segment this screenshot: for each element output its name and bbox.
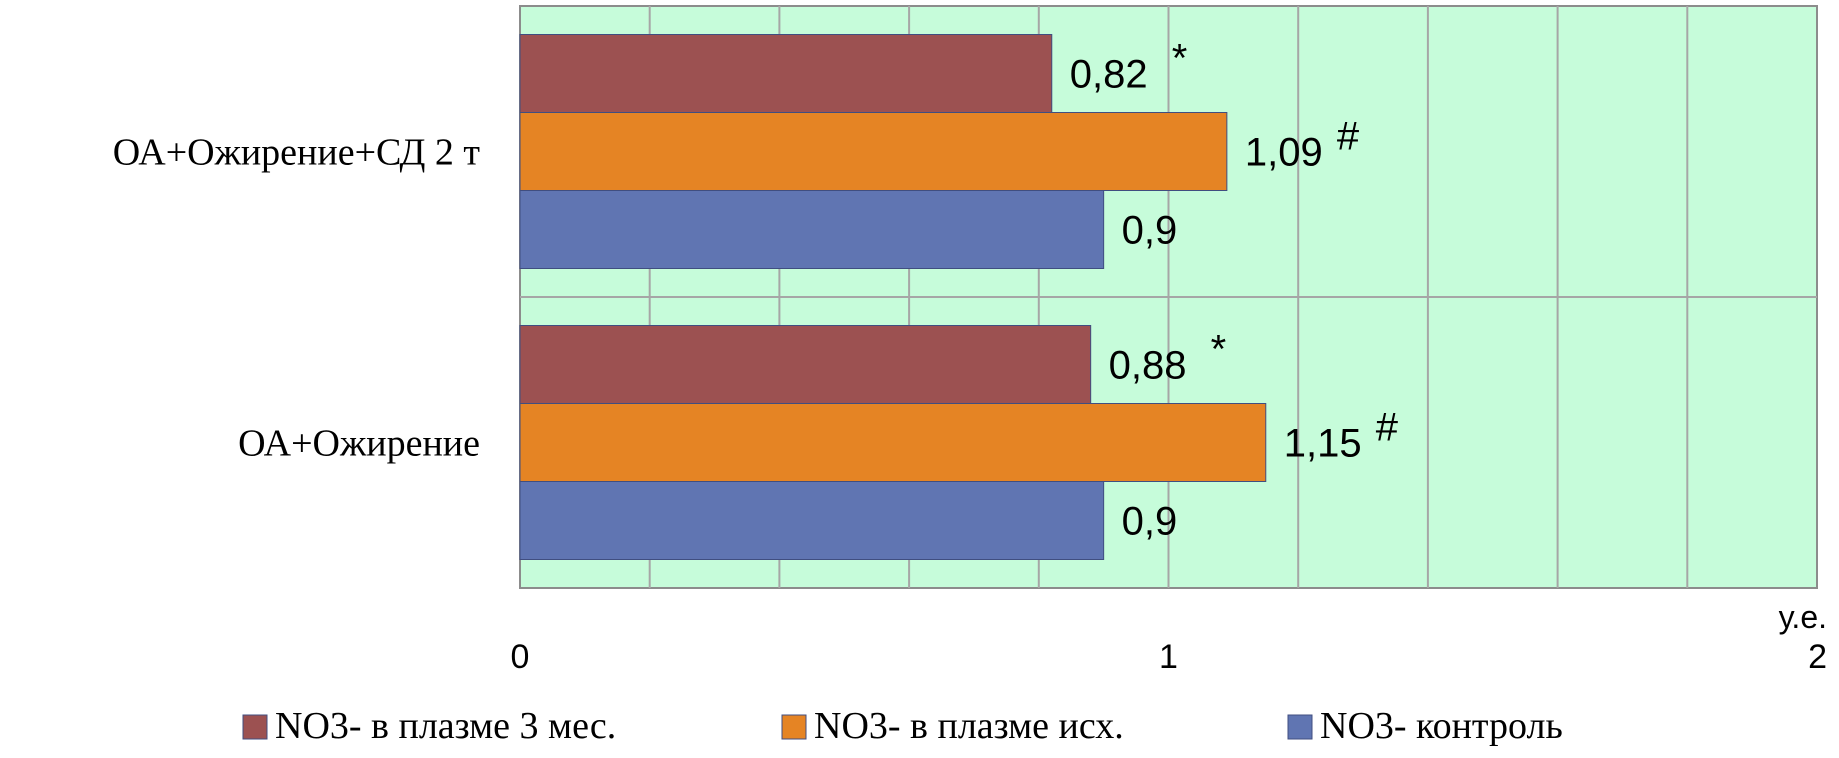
legend-swatch [782, 715, 806, 739]
data-label: 0,88 [1109, 344, 1187, 388]
x-tick-label: 0 [511, 638, 530, 676]
bar [520, 404, 1266, 482]
category-label: ОА+Ожирение [238, 423, 480, 465]
data-label: 1,15 [1284, 422, 1362, 466]
bar [520, 482, 1104, 560]
bar [520, 191, 1104, 269]
bar [520, 113, 1227, 191]
bar [520, 35, 1052, 113]
legend-entry: NO3- контроль [1320, 705, 1563, 747]
legend: NO3- в плазме 3 мес. NO3- в плазме исх. NO… [243, 705, 1563, 747]
bar [520, 326, 1091, 404]
significance-mark: * [1172, 37, 1188, 81]
category-labels: ОА+Ожирение+СД 2 т ОА+Ожирение [113, 132, 481, 465]
legend-swatch [1288, 715, 1312, 739]
category-label: ОА+Ожирение+СД 2 т [113, 132, 481, 174]
legend-swatch [243, 715, 267, 739]
x-axis-unit: у.е. [1779, 599, 1827, 635]
legend-entry: NO3- в плазме 3 мес. [275, 705, 616, 747]
data-label: 0,9 [1122, 209, 1178, 253]
x-tick-label: 2 [1808, 638, 1827, 676]
x-tick-label: 1 [1159, 638, 1178, 676]
significance-mark: # [1376, 406, 1399, 450]
x-axis-ticks: 0 1 2 [511, 638, 1827, 676]
data-label: 0,82 [1070, 53, 1148, 97]
data-label: 1,09 [1245, 131, 1323, 175]
legend-entry: NO3- в плазме исх. [814, 705, 1124, 747]
significance-mark: # [1337, 115, 1360, 159]
significance-mark: * [1211, 328, 1227, 372]
data-label: 0,9 [1122, 500, 1178, 544]
